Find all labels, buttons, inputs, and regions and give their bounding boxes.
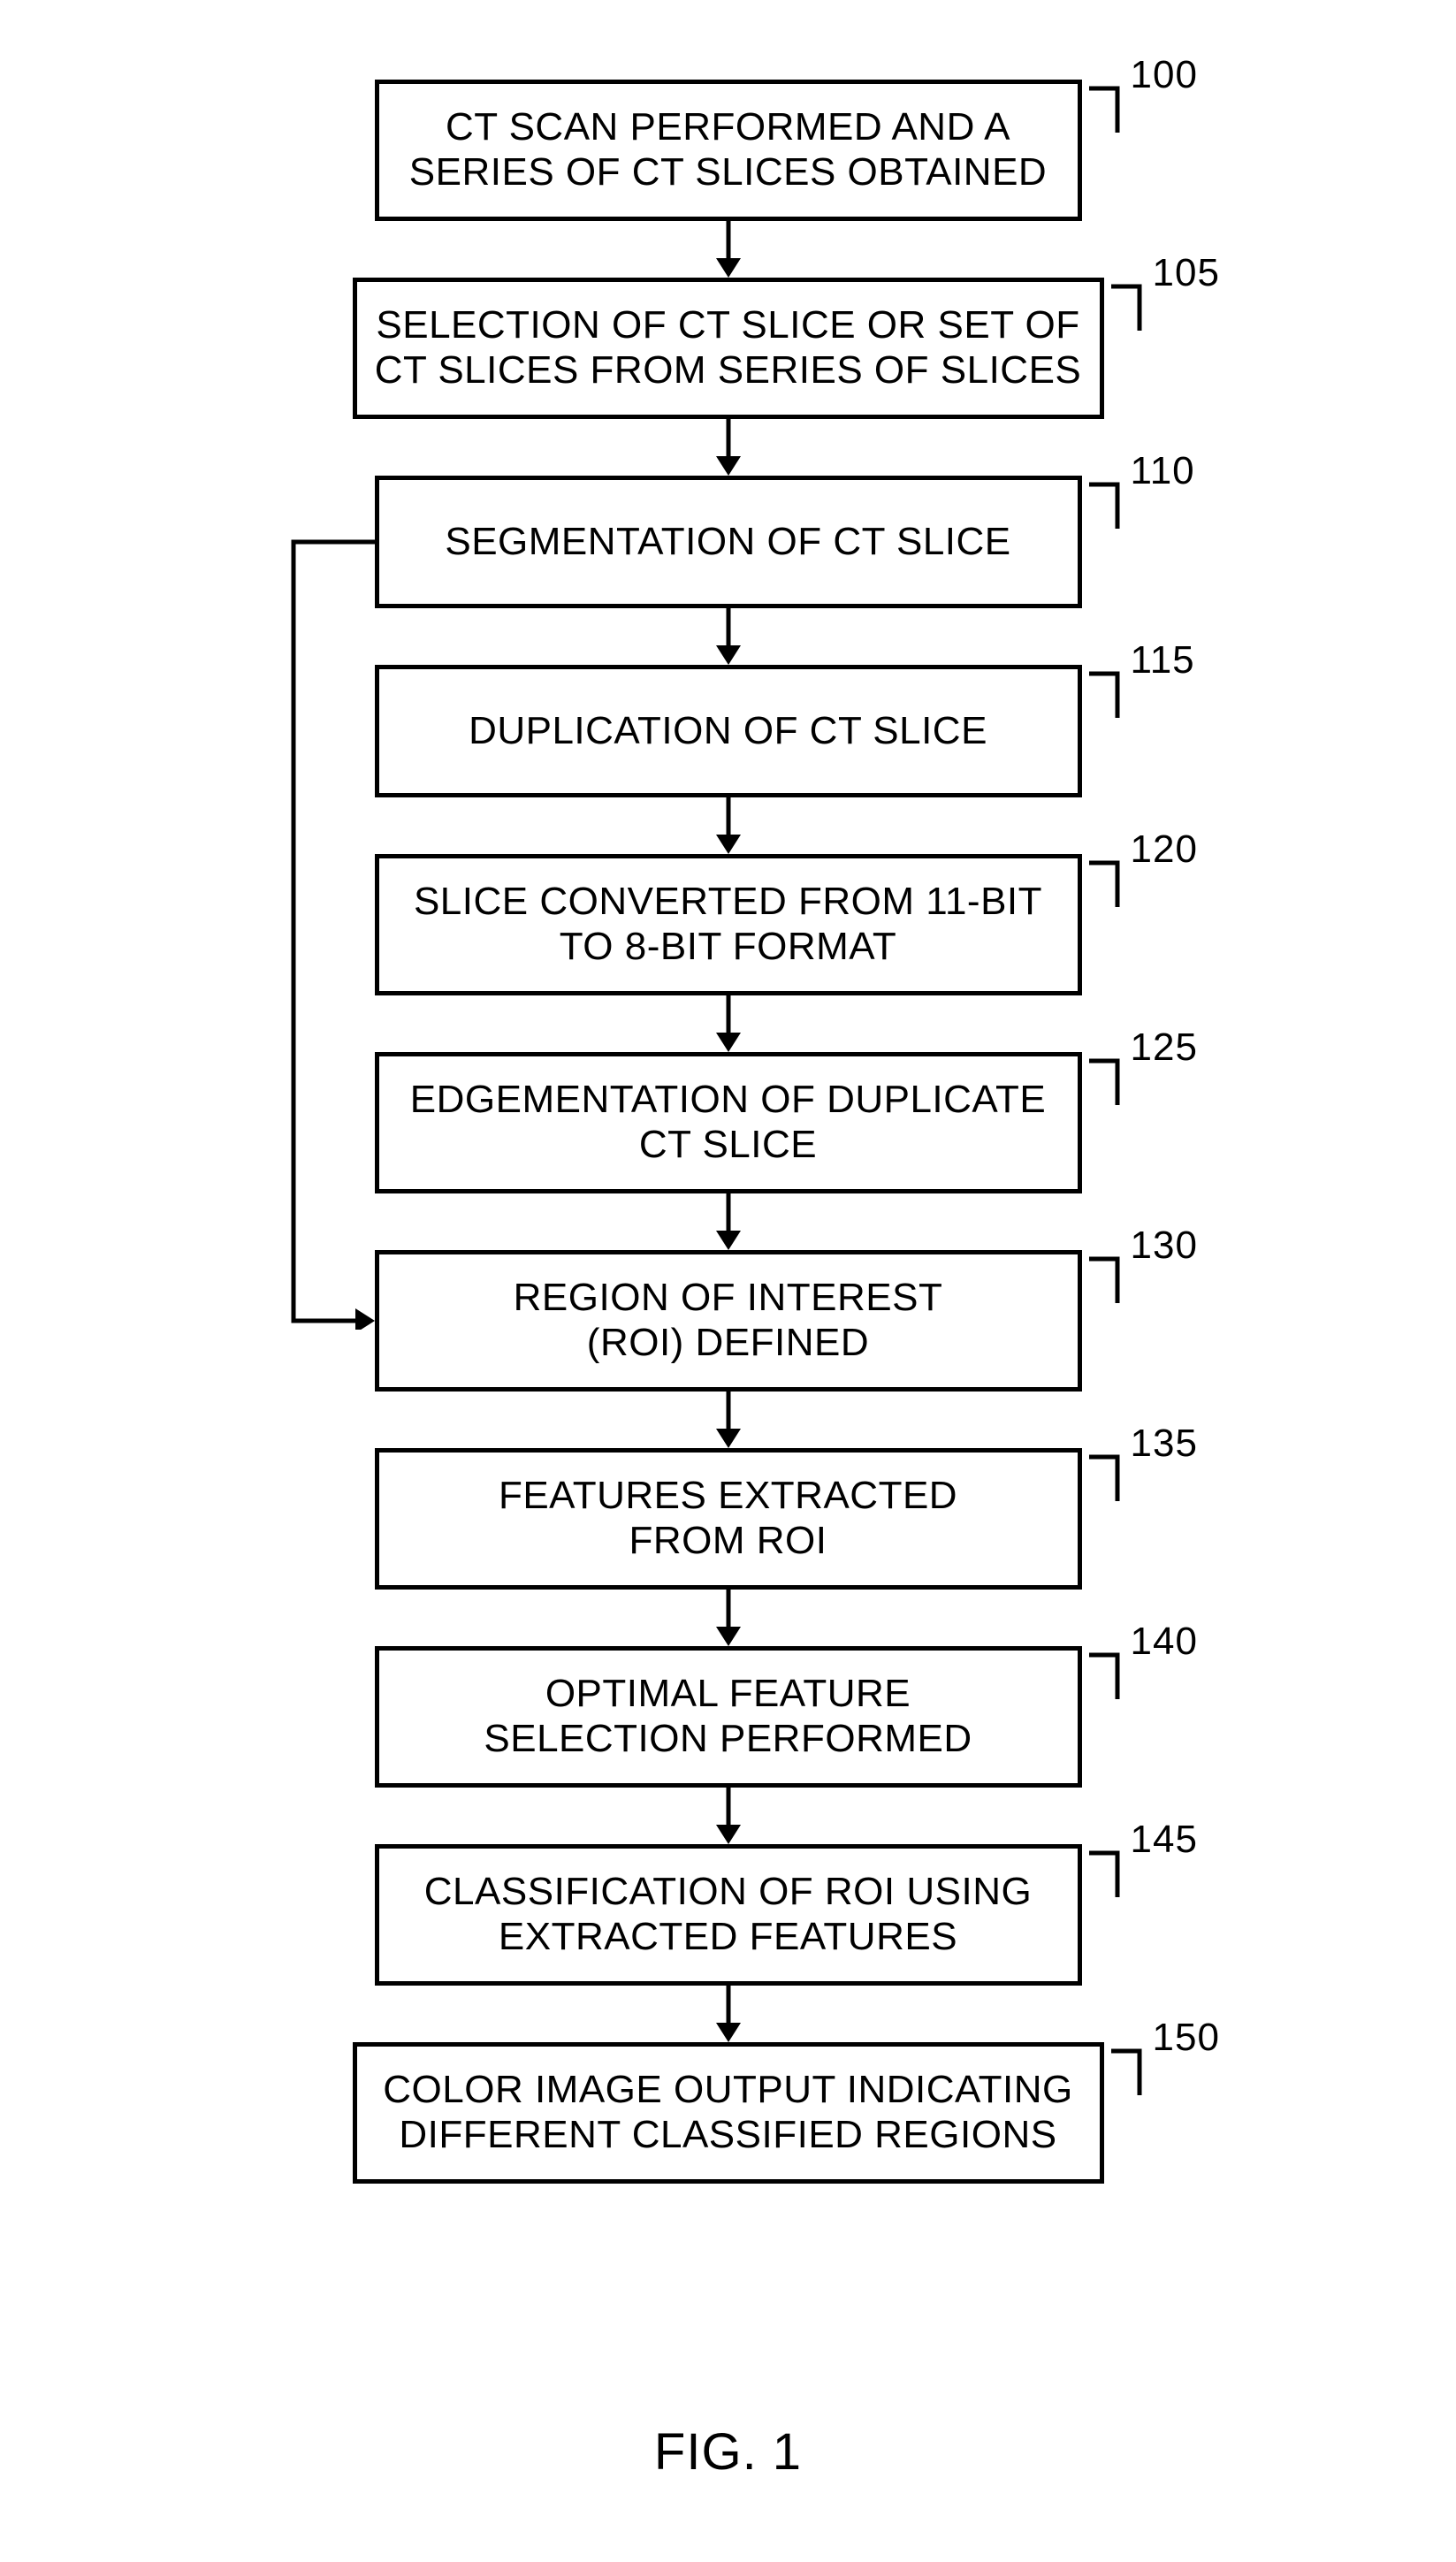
flow-arrow bbox=[711, 1392, 746, 1448]
flow-node-text: FEATURES EXTRACTED FROM ROI bbox=[490, 1474, 966, 1563]
flow-node-row: SEGMENTATION OF CT SLICE110 bbox=[375, 476, 1082, 608]
flow-node-row: COLOR IMAGE OUTPUT INDICATING DIFFERENT … bbox=[353, 2042, 1104, 2184]
ref-tick-icon bbox=[1084, 670, 1128, 723]
flow-node-row: SLICE CONVERTED FROM 11-BIT TO 8-BIT FOR… bbox=[375, 854, 1082, 995]
flow-node-125: EDGEMENTATION OF DUPLICATE CT SLICE bbox=[375, 1052, 1082, 1193]
ref-tick-icon bbox=[1084, 859, 1128, 912]
ref-label-145: 145 bbox=[1131, 1818, 1198, 1862]
flow-node-text: SEGMENTATION OF CT SLICE bbox=[436, 520, 1019, 565]
ref-tick-icon bbox=[1084, 1849, 1128, 1902]
flow-node-row: SELECTION OF CT SLICE OR SET OF CT SLICE… bbox=[353, 278, 1104, 419]
ref-tick-icon bbox=[1084, 1255, 1128, 1308]
flow-node-text: CLASSIFICATION OF ROI USING EXTRACTED FE… bbox=[415, 1870, 1041, 1959]
flow-node-text: SELECTION OF CT SLICE OR SET OF CT SLICE… bbox=[366, 303, 1091, 393]
flow-node-row: OPTIMAL FEATURE SELECTION PERFORMED140 bbox=[375, 1646, 1082, 1788]
flow-arrow bbox=[711, 608, 746, 665]
flow-arrow bbox=[711, 1590, 746, 1646]
ref-label-115: 115 bbox=[1131, 638, 1195, 682]
ref-tick-icon bbox=[1106, 283, 1150, 336]
ref-label-120: 120 bbox=[1131, 827, 1198, 872]
flowchart: CT SCAN PERFORMED AND A SERIES OF CT SLI… bbox=[353, 80, 1104, 2184]
flow-node-text: DUPLICATION OF CT SLICE bbox=[460, 709, 996, 754]
flow-node-row: CT SCAN PERFORMED AND A SERIES OF CT SLI… bbox=[375, 80, 1082, 221]
ref-tick-icon bbox=[1084, 85, 1128, 138]
ref-tick-icon bbox=[1106, 2047, 1150, 2101]
flow-node-text: OPTIMAL FEATURE SELECTION PERFORMED bbox=[475, 1672, 980, 1761]
flow-node-150: COLOR IMAGE OUTPUT INDICATING DIFFERENT … bbox=[353, 2042, 1104, 2184]
flow-arrow bbox=[711, 797, 746, 854]
flow-node-105: SELECTION OF CT SLICE OR SET OF CT SLICE… bbox=[353, 278, 1104, 419]
flow-node-row: CLASSIFICATION OF ROI USING EXTRACTED FE… bbox=[375, 1844, 1082, 1986]
flow-arrow bbox=[711, 1193, 746, 1250]
ref-label-130: 130 bbox=[1131, 1224, 1198, 1268]
flow-node-row: FEATURES EXTRACTED FROM ROI135 bbox=[375, 1448, 1082, 1590]
flow-node-145: CLASSIFICATION OF ROI USING EXTRACTED FE… bbox=[375, 1844, 1082, 1986]
flow-arrow bbox=[711, 1788, 746, 1844]
flow-node-text: CT SCAN PERFORMED AND A SERIES OF CT SLI… bbox=[400, 105, 1056, 194]
flow-node-text: EDGEMENTATION OF DUPLICATE CT SLICE bbox=[401, 1078, 1056, 1167]
flow-node-text: COLOR IMAGE OUTPUT INDICATING DIFFERENT … bbox=[374, 2068, 1081, 2157]
flow-arrow bbox=[711, 221, 746, 278]
flow-node-text: REGION OF INTEREST (ROI) DEFINED bbox=[505, 1276, 952, 1365]
ref-tick-icon bbox=[1084, 1453, 1128, 1506]
ref-label-100: 100 bbox=[1131, 53, 1198, 97]
ref-tick-icon bbox=[1084, 1057, 1128, 1110]
ref-label-150: 150 bbox=[1153, 2016, 1220, 2060]
ref-label-110: 110 bbox=[1131, 449, 1195, 493]
ref-tick-icon bbox=[1084, 1651, 1128, 1704]
flow-node-100: CT SCAN PERFORMED AND A SERIES OF CT SLI… bbox=[375, 80, 1082, 221]
ref-label-140: 140 bbox=[1131, 1620, 1198, 1664]
flow-node-row: REGION OF INTEREST (ROI) DEFINED130 bbox=[375, 1250, 1082, 1392]
flow-node-text: SLICE CONVERTED FROM 11-BIT TO 8-BIT FOR… bbox=[405, 880, 1051, 969]
flow-node-135: FEATURES EXTRACTED FROM ROI bbox=[375, 1448, 1082, 1590]
ref-tick-icon bbox=[1084, 481, 1128, 534]
flow-arrow bbox=[711, 995, 746, 1052]
flow-node-row: EDGEMENTATION OF DUPLICATE CT SLICE125 bbox=[375, 1052, 1082, 1193]
ref-label-135: 135 bbox=[1131, 1422, 1198, 1466]
ref-label-105: 105 bbox=[1153, 251, 1220, 295]
flow-node-130: REGION OF INTEREST (ROI) DEFINED bbox=[375, 1250, 1082, 1392]
flow-arrow bbox=[711, 1986, 746, 2042]
ref-label-125: 125 bbox=[1131, 1026, 1198, 1070]
flow-node-140: OPTIMAL FEATURE SELECTION PERFORMED bbox=[375, 1646, 1082, 1788]
flow-arrow bbox=[711, 419, 746, 476]
flow-node-110: SEGMENTATION OF CT SLICE bbox=[375, 476, 1082, 608]
flow-node-115: DUPLICATION OF CT SLICE bbox=[375, 665, 1082, 797]
page: CT SCAN PERFORMED AND A SERIES OF CT SLI… bbox=[0, 0, 1456, 2562]
flow-node-120: SLICE CONVERTED FROM 11-BIT TO 8-BIT FOR… bbox=[375, 854, 1082, 995]
figure-label: FIG. 1 bbox=[654, 2422, 802, 2482]
flow-node-row: DUPLICATION OF CT SLICE115 bbox=[375, 665, 1082, 797]
